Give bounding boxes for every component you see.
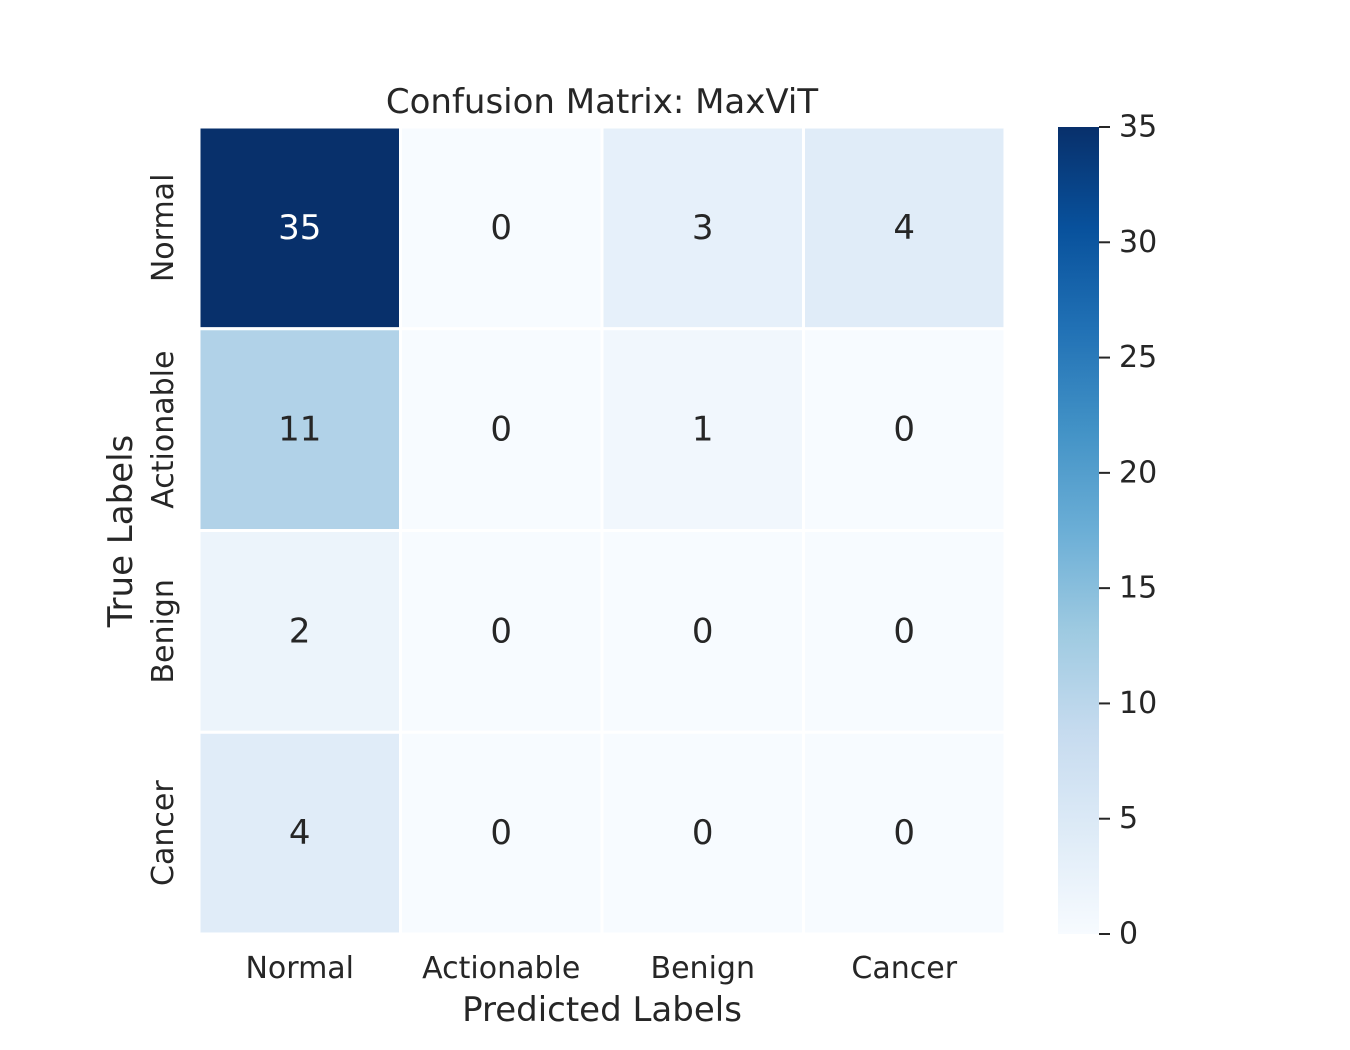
heatmap-cell-label: 1 bbox=[692, 410, 714, 450]
y-tick-labels: Normal Actionable Benign Cancer bbox=[146, 174, 181, 886]
heatmap-cell bbox=[197, 730, 402, 936]
x-tick-label: Cancer bbox=[851, 951, 957, 986]
x-tick-label: Benign bbox=[651, 951, 755, 986]
heatmap-cell-label: 4 bbox=[289, 813, 311, 853]
heatmap-cell bbox=[802, 327, 1007, 532]
heatmap-cell bbox=[600, 125, 805, 331]
heatmap-cell-label: 0 bbox=[692, 611, 714, 651]
colorbar-tick-label: 25 bbox=[1119, 340, 1157, 375]
colorbar-ticks: 0 5 10 15 20 25 30 35 bbox=[1099, 110, 1157, 952]
heatmap-cell bbox=[399, 125, 604, 331]
y-tick-label: Normal bbox=[146, 174, 181, 283]
y-axis-label: True Labels bbox=[101, 435, 141, 628]
heatmap-cell bbox=[802, 730, 1007, 936]
colorbar bbox=[1058, 127, 1099, 934]
heatmap-cells bbox=[197, 125, 1007, 936]
heatmap-cell-label: 0 bbox=[692, 813, 714, 853]
heatmap-cell-label: 0 bbox=[490, 208, 512, 248]
heatmap-cell-label: 2 bbox=[289, 611, 311, 651]
heatmap-cell-label: 4 bbox=[893, 208, 915, 248]
colorbar-tick-label: 30 bbox=[1119, 225, 1157, 260]
heatmap-cell-label: 0 bbox=[893, 611, 915, 651]
heatmap-cell-label: 0 bbox=[490, 410, 512, 450]
colorbar-tick-label: 10 bbox=[1119, 686, 1157, 721]
x-axis-label: Predicted Labels bbox=[462, 990, 742, 1030]
heatmap-cell-label: 0 bbox=[893, 410, 915, 450]
heatmap-cell-label: 0 bbox=[893, 813, 915, 853]
x-tick-labels: Normal Actionable Benign Cancer bbox=[245, 951, 957, 986]
heatmap-cell bbox=[802, 125, 1007, 331]
heatmap-cell-label: 0 bbox=[490, 611, 512, 651]
heatmap-cell bbox=[399, 327, 604, 532]
heatmap-cell bbox=[197, 125, 402, 331]
x-tick-label: Actionable bbox=[422, 951, 580, 986]
heatmap-cell-label: 3 bbox=[692, 208, 714, 248]
chart-title: Confusion Matrix: MaxViT bbox=[386, 82, 818, 122]
heatmap-cell-labels: 35 0 3 4 11 0 1 0 2 0 0 0 4 0 0 0 bbox=[278, 208, 915, 853]
colorbar-tick-label: 15 bbox=[1119, 571, 1157, 606]
colorbar-tick-label: 0 bbox=[1119, 917, 1138, 952]
heatmap-cell bbox=[802, 529, 1007, 734]
colorbar-tick-label: 5 bbox=[1119, 801, 1138, 836]
y-tick-label: Actionable bbox=[146, 351, 181, 509]
colorbar-tick-label: 35 bbox=[1119, 110, 1157, 145]
heatmap-cell-label: 11 bbox=[278, 410, 321, 450]
y-tick-label: Cancer bbox=[146, 780, 181, 886]
heatmap-cell-label: 35 bbox=[278, 208, 321, 248]
heatmap-cell-label: 0 bbox=[490, 813, 512, 853]
heatmap-cell bbox=[399, 730, 604, 936]
colorbar-tick-label: 20 bbox=[1119, 455, 1157, 490]
y-tick-label: Benign bbox=[146, 579, 181, 683]
heatmap-cell bbox=[399, 529, 604, 734]
x-tick-label: Normal bbox=[245, 951, 354, 986]
